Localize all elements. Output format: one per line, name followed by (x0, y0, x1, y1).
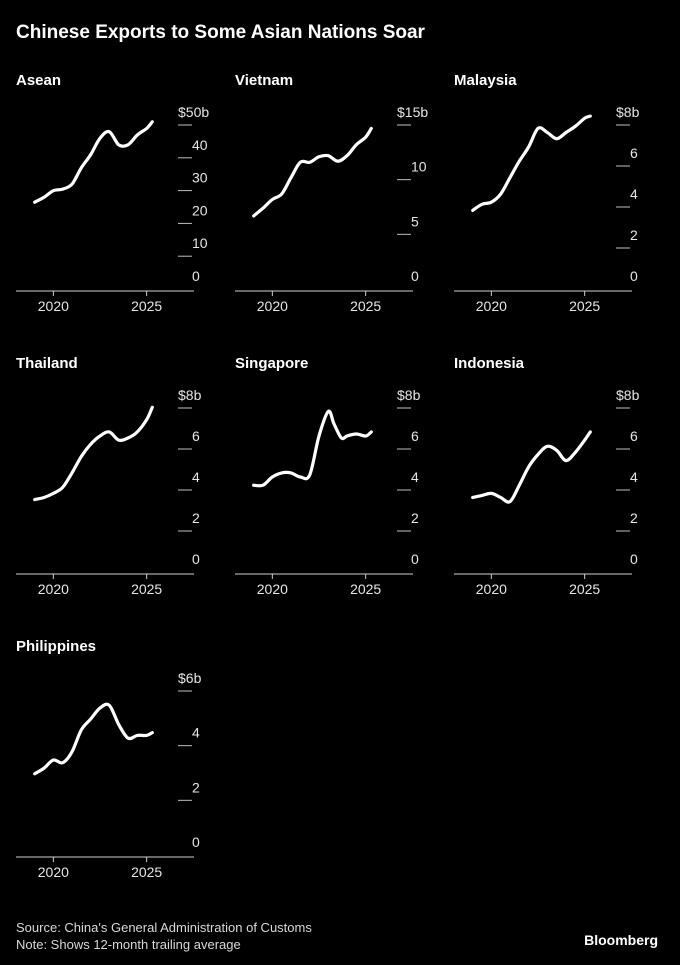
y-tick-label: 0 (192, 834, 200, 850)
series-line (471, 430, 592, 504)
y-tick-label: 4 (411, 469, 419, 485)
panel-title: Thailand (16, 355, 78, 372)
chart-panel-asean: Asean 0 10 20 30 40 $50b 2020 2025 (16, 72, 209, 314)
x-tick-label: 2020 (257, 298, 288, 314)
series-line (33, 405, 154, 502)
y-tick-label: 0 (192, 268, 200, 284)
y-tick-label: $8b (616, 104, 640, 120)
chart-panel-malaysia: Malaysia 0 2 4 6 $8b 2020 2025 (454, 72, 640, 314)
y-tick-label: $6b (178, 670, 202, 686)
y-tick-label: 2 (411, 510, 419, 526)
y-tick-label: 6 (630, 145, 638, 161)
panel-title: Asean (16, 72, 61, 89)
y-tick-label: 6 (411, 428, 419, 444)
footnote: Note: Shows 12-month trailing average (16, 937, 241, 952)
y-tick-label: 0 (630, 551, 638, 567)
y-tick-label: 6 (192, 428, 200, 444)
x-tick-label: 2025 (350, 298, 381, 314)
x-tick-label: 2025 (131, 298, 162, 314)
x-tick-label: 2020 (38, 581, 69, 597)
x-tick-label: 2020 (476, 298, 507, 314)
y-tick-label: 4 (192, 469, 200, 485)
y-tick-label: 2 (630, 227, 638, 243)
y-tick-label: 2 (192, 510, 200, 526)
x-tick-label: 2025 (569, 298, 600, 314)
y-tick-label: 4 (630, 186, 638, 202)
y-tick-label: 2 (630, 510, 638, 526)
chart-panel-philippines: Philippines 0 2 4 $6b 2020 2025 (16, 638, 202, 880)
y-tick-label: 10 (411, 159, 427, 175)
chart-title: Chinese Exports to Some Asian Nations So… (16, 22, 425, 43)
panel-title: Philippines (16, 638, 96, 655)
panel-title: Indonesia (454, 355, 525, 372)
y-tick-label: 0 (411, 268, 419, 284)
y-tick-label: 5 (411, 213, 419, 229)
x-tick-label: 2025 (131, 581, 162, 597)
y-tick-label: 20 (192, 202, 208, 218)
panel-title: Malaysia (454, 72, 517, 89)
y-tick-label: $15b (397, 104, 428, 120)
y-tick-label: 4 (192, 725, 200, 741)
y-tick-label: $8b (178, 387, 202, 403)
bloomberg-logo: Bloomberg (584, 932, 658, 948)
y-tick-label: 10 (192, 235, 208, 251)
chart-panel-indonesia: Indonesia 0 2 4 6 $8b 2020 2025 (454, 355, 640, 597)
y-tick-label: $50b (178, 104, 209, 120)
chart-panel-singapore: Singapore 0 2 4 6 $8b 2020 2025 (235, 355, 421, 597)
x-tick-label: 2025 (569, 581, 600, 597)
y-tick-label: 4 (630, 469, 638, 485)
y-tick-label: 6 (630, 428, 638, 444)
y-tick-label: $8b (397, 387, 421, 403)
series-line (252, 126, 373, 218)
series-line (33, 702, 154, 776)
y-tick-label: 0 (411, 551, 419, 567)
series-line (471, 114, 592, 212)
y-tick-label: 40 (192, 137, 208, 153)
chart-panel-thailand: Thailand 0 2 4 6 $8b 2020 2025 (16, 355, 202, 597)
series-line (33, 120, 154, 204)
y-tick-label: 0 (192, 551, 200, 567)
source-note: Source: China's General Administration o… (16, 920, 312, 935)
x-tick-label: 2020 (257, 581, 288, 597)
series-line (252, 409, 373, 488)
panel-title: Vietnam (235, 72, 293, 89)
y-tick-label: $8b (616, 387, 640, 403)
y-tick-label: 2 (192, 779, 200, 795)
x-tick-label: 2020 (38, 298, 69, 314)
chart-panel-vietnam: Vietnam 0 5 10 $15b 2020 2025 (235, 72, 428, 314)
x-tick-label: 2025 (131, 864, 162, 880)
y-tick-label: 30 (192, 170, 208, 186)
x-tick-label: 2020 (476, 581, 507, 597)
x-tick-label: 2025 (350, 581, 381, 597)
panel-title: Singapore (235, 355, 308, 372)
y-tick-label: 0 (630, 268, 638, 284)
x-tick-label: 2020 (38, 864, 69, 880)
